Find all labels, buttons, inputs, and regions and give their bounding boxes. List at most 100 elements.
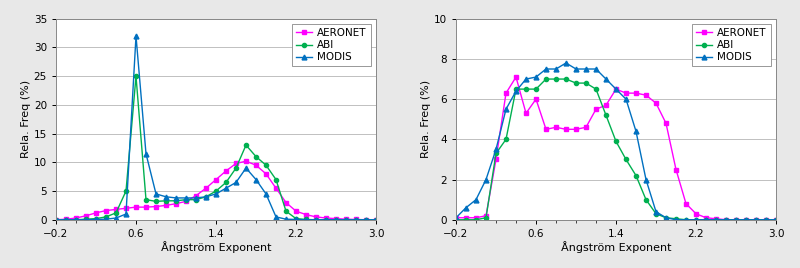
MODIS — [261, 192, 270, 196]
ABI — [331, 218, 341, 221]
MODIS — [331, 218, 341, 221]
ABI — [691, 218, 701, 221]
ABI — [221, 181, 231, 184]
ABI — [511, 87, 521, 91]
ABI — [671, 217, 681, 220]
MODIS — [151, 192, 161, 196]
ABI — [71, 218, 81, 221]
MODIS — [91, 218, 101, 221]
MODIS — [691, 218, 701, 221]
AERONET — [751, 218, 761, 221]
AERONET — [511, 76, 521, 79]
MODIS — [51, 218, 61, 221]
AERONET — [311, 215, 321, 218]
ABI — [311, 218, 321, 221]
AERONET — [461, 216, 470, 219]
AERONET — [642, 94, 651, 97]
MODIS — [722, 218, 731, 221]
MODIS — [251, 178, 261, 181]
AERONET — [581, 126, 590, 129]
AERONET — [211, 178, 221, 181]
AERONET — [111, 208, 121, 211]
AERONET — [682, 202, 691, 205]
AERONET — [251, 163, 261, 167]
ABI — [471, 218, 481, 221]
MODIS — [61, 218, 71, 221]
AERONET — [591, 107, 601, 111]
MODIS — [311, 218, 321, 221]
AERONET — [671, 168, 681, 171]
MODIS — [511, 90, 521, 93]
ABI — [481, 216, 490, 219]
MODIS — [291, 218, 301, 221]
AERONET — [481, 214, 490, 217]
MODIS — [362, 218, 371, 221]
AERONET — [322, 217, 331, 220]
MODIS — [741, 218, 750, 221]
ABI — [581, 81, 590, 85]
MODIS — [562, 61, 571, 65]
MODIS — [661, 216, 670, 219]
ABI — [101, 215, 110, 218]
AERONET — [341, 218, 350, 221]
ABI — [631, 174, 641, 177]
ABI — [371, 218, 381, 221]
MODIS — [231, 181, 241, 184]
AERONET — [711, 217, 721, 220]
MODIS — [631, 130, 641, 133]
MODIS — [581, 67, 590, 70]
ABI — [202, 195, 211, 198]
MODIS — [461, 206, 470, 209]
ABI — [151, 200, 161, 203]
AERONET — [631, 92, 641, 95]
ABI — [461, 218, 470, 221]
AERONET — [101, 209, 110, 212]
ABI — [82, 218, 91, 221]
AERONET — [731, 218, 741, 221]
ABI — [111, 211, 121, 214]
ABI — [771, 218, 781, 221]
AERONET — [701, 216, 711, 219]
AERONET — [501, 92, 510, 95]
MODIS — [451, 216, 461, 219]
AERONET — [71, 217, 81, 220]
AERONET — [451, 216, 461, 219]
MODIS — [171, 196, 181, 200]
MODIS — [242, 166, 251, 170]
X-axis label: Ångström Exponent: Ångström Exponent — [161, 241, 271, 254]
MODIS — [771, 218, 781, 221]
Line: AERONET: AERONET — [454, 75, 778, 222]
MODIS — [591, 67, 601, 70]
ABI — [751, 218, 761, 221]
ABI — [611, 140, 621, 143]
MODIS — [221, 187, 231, 190]
MODIS — [522, 77, 531, 81]
AERONET — [771, 218, 781, 221]
MODIS — [751, 218, 761, 221]
MODIS — [602, 77, 611, 81]
MODIS — [191, 196, 201, 200]
Legend: AERONET, ABI, MODIS: AERONET, ABI, MODIS — [692, 24, 770, 66]
AERONET — [351, 218, 361, 221]
ABI — [741, 218, 750, 221]
ABI — [301, 218, 310, 221]
ABI — [451, 218, 461, 221]
AERONET — [131, 206, 141, 209]
AERONET — [602, 103, 611, 107]
AERONET — [541, 128, 550, 131]
ABI — [351, 218, 361, 221]
ABI — [642, 198, 651, 201]
MODIS — [202, 195, 211, 198]
MODIS — [541, 67, 550, 70]
ABI — [762, 218, 771, 221]
AERONET — [491, 158, 501, 161]
ABI — [661, 216, 670, 219]
ABI — [322, 218, 331, 221]
AERONET — [291, 210, 301, 213]
MODIS — [501, 107, 510, 111]
AERONET — [51, 218, 61, 221]
Y-axis label: Rela. Freq (%): Rela. Freq (%) — [21, 80, 31, 158]
MODIS — [621, 98, 630, 101]
Line: ABI: ABI — [54, 74, 378, 222]
ABI — [602, 114, 611, 117]
